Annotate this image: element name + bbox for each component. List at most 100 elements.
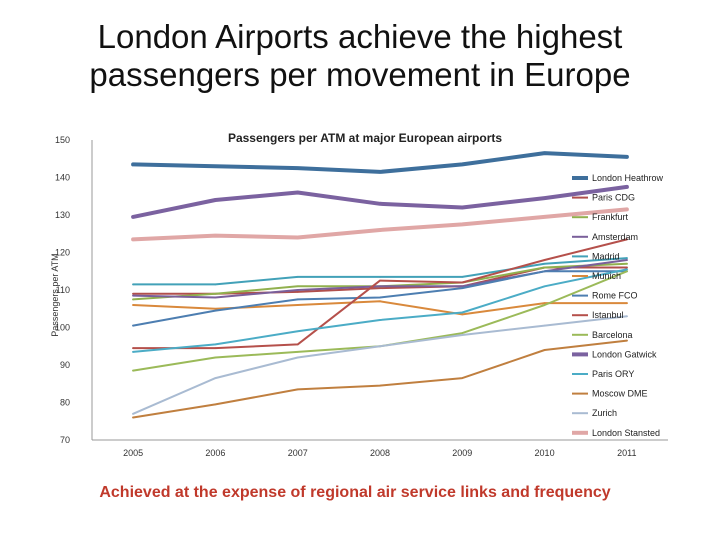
y-tick-label: 70 [60,435,70,445]
data-point [296,236,299,239]
series-line [131,207,629,242]
data-point [626,268,628,271]
y-tick-label: 120 [55,248,70,258]
series-rome-fco [132,270,628,327]
series-line [132,315,628,415]
data-point [132,163,134,166]
data-point [543,285,546,288]
data-point [379,345,381,348]
legend-item: Rome FCO [572,291,638,301]
legend-item: London Gatwick [572,349,657,359]
x-tick-label: 2010 [535,448,555,458]
data-point [626,302,628,304]
y-tick-group: 70 80 90 100 110 120 130 140 150 [55,135,70,445]
data-point [296,343,299,346]
data-point [379,287,381,289]
data-point [214,403,217,406]
slide-title: London Airports achieve the highest pass… [40,18,680,94]
data-point [296,285,299,288]
data-point [379,229,381,231]
data-point [461,313,464,316]
data-point [379,279,381,282]
legend-label: Paris CDG [592,193,635,203]
data-point [543,263,546,265]
data-point [461,334,464,336]
data-point [296,356,299,359]
legend-label: Rome FCO [592,291,638,301]
data-point [626,339,628,342]
data-point [296,304,299,306]
legend-item: London Heathrow [572,173,664,183]
data-point [132,347,134,349]
y-tick-label: 130 [55,210,70,220]
x-tick-label: 2005 [123,448,143,458]
data-point [214,377,217,379]
data-point [461,206,464,209]
y-tick-label: 150 [55,135,70,145]
data-point [296,291,299,293]
data-point [461,281,464,284]
legend-item: Moscow DME [572,389,648,399]
series-line [132,259,628,299]
data-point [132,298,134,301]
legend-label: Istanbul [592,310,624,320]
legend-label: Frankfurt [592,212,629,222]
data-point [626,259,628,261]
series-london-gatwick [131,184,629,219]
series-line [131,151,629,174]
series-zurich [132,315,628,415]
legend: London Heathrow Paris CDG Frankfurt Amsterd… [572,173,664,438]
data-point [132,304,134,306]
y-tick-label: 80 [60,398,70,408]
data-point [626,238,628,241]
x-tick-label: 2007 [288,448,308,458]
data-point [214,234,217,237]
legend-item: Frankfurt [572,212,629,222]
data-point [214,347,217,349]
data-point [543,324,546,327]
data-point [626,186,628,188]
data-point [543,304,546,306]
data-point [214,296,217,299]
series-london-stansted [131,207,629,242]
series-munich [132,300,628,316]
data-point [296,276,299,278]
data-point [296,351,299,353]
series-amsterdam [132,259,628,299]
data-point [132,238,134,241]
data-point [132,351,134,353]
series-paris-ory [132,268,628,353]
data-point [543,197,546,199]
x-tick-label: 2011 [617,448,636,458]
data-point [379,171,381,173]
data-point [296,330,299,333]
legend-item: Madrid [572,251,620,261]
data-point [132,416,134,419]
data-point [214,199,217,201]
footer-note: Achieved at the expense of regional air … [99,484,611,501]
x-tick-label: 2006 [205,448,225,458]
legend-item: Munich [572,271,621,281]
data-point [543,349,546,351]
data-point [132,294,134,297]
legend-label: London Heathrow [592,173,664,183]
data-point [461,223,464,226]
data-point [214,293,217,295]
legend-label: Moscow DME [592,389,648,399]
data-point [132,293,134,295]
data-point [214,309,217,312]
data-point [296,191,299,194]
series-moscow-dme [132,339,628,419]
data-point [543,152,546,154]
series-line [132,270,628,327]
data-point [626,315,628,318]
legend-label: Munich [592,271,621,281]
data-point [296,298,299,301]
y-tick-label: 100 [55,323,70,333]
data-point [461,332,464,334]
data-point [379,203,381,205]
y-tick-label: 90 [60,360,70,370]
data-point [214,343,217,346]
data-point [461,287,464,289]
